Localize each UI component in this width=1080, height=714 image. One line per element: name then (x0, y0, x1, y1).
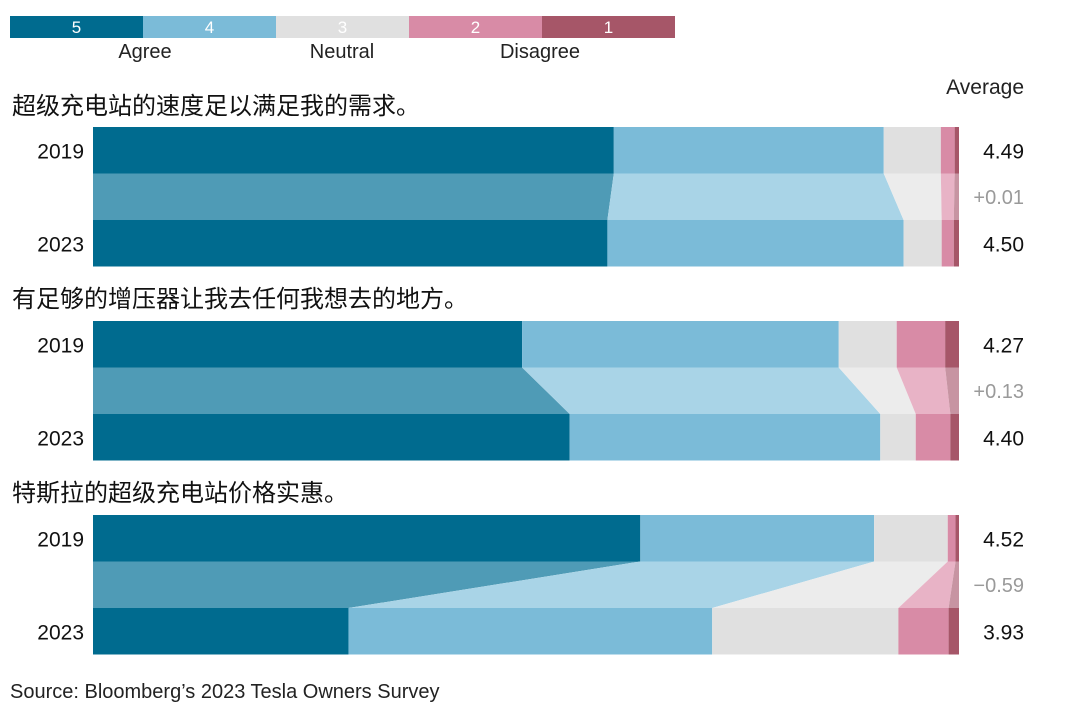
change-band-5 (93, 173, 614, 220)
average-value: 4.40 (983, 427, 1024, 450)
year-label: 2019 (37, 528, 84, 551)
bar-2019-score-2 (947, 515, 956, 562)
average-value: 4.27 (983, 334, 1024, 357)
bar-2023-score-3 (880, 414, 916, 461)
legend-label-disagree: Disagree (500, 41, 580, 63)
average-value: 4.52 (983, 528, 1024, 551)
bar-2023-score-2 (915, 414, 951, 461)
change-band-2 (898, 561, 956, 608)
source-note: Source: Bloomberg’s 2023 Tesla Owners Su… (10, 681, 439, 703)
average-value: 3.93 (983, 621, 1024, 644)
change-band-3 (883, 173, 942, 220)
legend-swatch-5 (10, 16, 143, 38)
change-band-5 (93, 561, 641, 608)
legend-swatch-4 (143, 16, 276, 38)
bar-2023-score-4 (348, 608, 713, 655)
legend-score-4: 4 (205, 18, 214, 37)
bar-2019-score-3 (874, 515, 948, 562)
average-change: +0.01 (973, 187, 1024, 209)
question-title: 特斯拉的超级充电站价格实惠。 (12, 480, 348, 507)
legend-label-agree: Agree (118, 41, 171, 63)
bar-2023-score-3 (712, 608, 899, 655)
bar-2019-score-3 (883, 127, 941, 174)
change-band-4 (348, 561, 875, 608)
year-label: 2019 (37, 140, 84, 163)
question-panel-1: 超级充电站的速度足以满足我的需求。 2019 4.49 2023 4.50 +0.01 (12, 93, 1024, 267)
bar-2019-score-2 (896, 321, 946, 368)
legend-swatch-1 (542, 16, 675, 38)
bar-2023-score-1 (953, 220, 959, 267)
bar-2019-score-5 (93, 321, 523, 368)
bar-2019-score-4 (613, 127, 884, 174)
change-band-2 (940, 173, 955, 220)
average-header: Average (946, 76, 1024, 99)
change-band-3 (712, 561, 948, 608)
bar-2019-score-4 (522, 321, 839, 368)
bar-2019-score-1 (954, 127, 959, 174)
change-band-2 (896, 367, 951, 414)
legend-score-5: 5 (72, 18, 81, 37)
change-band-3 (838, 367, 916, 414)
bar-2023-score-2 (941, 220, 954, 267)
average-value: 4.49 (983, 140, 1024, 163)
change-band-1 (948, 561, 959, 608)
question-title: 超级充电站的速度足以满足我的需求。 (12, 93, 420, 120)
bar-2019-score-5 (93, 127, 614, 174)
year-label: 2023 (37, 233, 84, 256)
bar-2023-score-4 (607, 220, 904, 267)
legend-score-3: 3 (338, 18, 347, 37)
bar-2023-score-1 (950, 414, 959, 461)
bar-2023-score-2 (898, 608, 949, 655)
legend: 5 4 3 2 1 Agree Neutral Disagree (10, 16, 675, 63)
question-panel-3: 特斯拉的超级充电站价格实惠。 2019 4.52 2023 3.93 −0.59 (12, 480, 1024, 655)
change-band-4 (522, 367, 881, 414)
change-band-4 (607, 173, 904, 220)
legend-score-2: 2 (471, 18, 480, 37)
bar-2019-score-4 (640, 515, 875, 562)
average-change: −0.59 (973, 575, 1024, 597)
bar-2023-score-4 (569, 414, 881, 461)
bar-2023-score-5 (93, 414, 570, 461)
bar-2019-score-1 (955, 515, 959, 562)
year-label: 2023 (37, 621, 84, 644)
bar-2023-score-5 (93, 608, 349, 655)
legend-label-neutral: Neutral (310, 41, 374, 63)
bar-2023-score-1 (948, 608, 959, 655)
bar-2019-score-3 (838, 321, 897, 368)
legend-score-1: 1 (604, 18, 613, 37)
legend-swatch-2 (409, 16, 542, 38)
bar-2023-score-3 (903, 220, 942, 267)
average-value: 4.50 (983, 233, 1024, 256)
bar-2019-score-5 (93, 515, 641, 562)
bar-2019-score-1 (945, 321, 959, 368)
change-band-1 (953, 173, 959, 220)
change-band-1 (945, 367, 959, 414)
change-band-5 (93, 367, 570, 414)
question-title: 有足够的增压器让我去任何我想去的地方。 (12, 286, 468, 313)
average-change: +0.13 (973, 381, 1024, 403)
legend-swatch-3 (276, 16, 409, 38)
bar-2019-score-2 (940, 127, 955, 174)
question-panels: 超级充电站的速度足以满足我的需求。 2019 4.49 2023 4.50 +0.01 有足… (12, 93, 1024, 655)
bar-2023-score-5 (93, 220, 608, 267)
year-label: 2023 (37, 427, 84, 450)
year-label: 2019 (37, 334, 84, 357)
question-panel-2: 有足够的增压器让我去任何我想去的地方。 2019 4.27 2023 4.40 +0.13 (12, 286, 1024, 461)
